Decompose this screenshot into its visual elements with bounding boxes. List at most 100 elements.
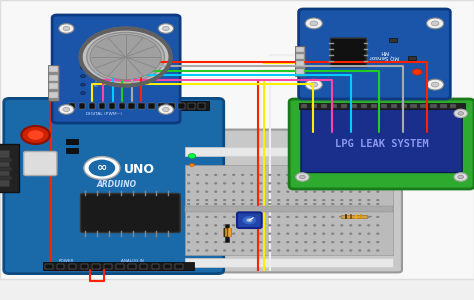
Bar [69,264,76,269]
Circle shape [241,182,244,184]
Bar [410,104,417,108]
Circle shape [305,18,322,29]
Circle shape [196,182,199,184]
Circle shape [87,32,164,82]
Circle shape [232,241,235,243]
Text: ∞: ∞ [97,161,107,175]
Circle shape [190,164,194,166]
Circle shape [268,203,271,205]
Circle shape [310,82,318,87]
Bar [158,103,165,109]
Circle shape [205,191,208,193]
Circle shape [223,191,226,193]
Circle shape [259,216,262,218]
Circle shape [431,21,439,26]
Bar [185,165,393,255]
Bar [440,104,447,108]
Circle shape [242,215,257,225]
Bar [104,264,112,269]
Circle shape [358,241,361,243]
Circle shape [349,174,352,176]
Bar [79,103,85,109]
Bar [420,104,427,108]
Bar [430,104,437,108]
Bar [175,264,183,269]
Circle shape [163,26,169,31]
Bar [128,103,135,109]
Circle shape [214,174,217,176]
Circle shape [187,224,190,226]
Circle shape [322,182,325,184]
Circle shape [358,199,361,201]
Bar [188,103,195,109]
FancyBboxPatch shape [4,98,224,274]
Circle shape [376,250,379,251]
Bar [0,158,12,162]
Circle shape [223,224,226,226]
Circle shape [250,233,253,235]
Circle shape [313,216,316,218]
Circle shape [223,174,226,176]
Circle shape [223,241,226,243]
Circle shape [241,191,244,193]
Bar [49,66,58,72]
Circle shape [340,199,343,201]
Circle shape [340,241,343,243]
Circle shape [322,250,325,251]
Circle shape [286,174,289,176]
Bar [331,104,337,108]
Circle shape [277,216,280,218]
Circle shape [295,203,298,205]
Bar [118,103,125,109]
Circle shape [187,203,190,205]
Circle shape [187,174,190,176]
Circle shape [349,241,352,243]
Circle shape [295,250,298,251]
Circle shape [250,174,253,176]
Circle shape [304,241,307,243]
Bar [321,104,327,108]
Circle shape [367,191,370,193]
FancyBboxPatch shape [81,194,180,232]
Bar [185,147,393,156]
Circle shape [214,182,217,184]
Circle shape [196,250,199,251]
Circle shape [322,191,325,193]
Circle shape [268,224,271,226]
Circle shape [84,157,120,179]
Text: LPG LEAK SYSTEM: LPG LEAK SYSTEM [335,139,428,149]
Circle shape [304,182,307,184]
Circle shape [376,191,379,193]
Circle shape [250,199,253,201]
Circle shape [241,203,244,205]
Circle shape [367,182,370,184]
Circle shape [286,216,289,218]
Circle shape [286,199,289,201]
Circle shape [277,174,280,176]
Text: MQ Sensor
MH: MQ Sensor MH [369,49,399,59]
Circle shape [81,66,85,69]
Circle shape [232,233,235,235]
Circle shape [310,21,318,26]
Circle shape [81,75,85,78]
Circle shape [241,233,244,235]
Circle shape [205,224,208,226]
Bar [152,264,159,269]
Circle shape [277,250,280,251]
Circle shape [241,216,244,218]
Bar [92,264,100,269]
Circle shape [367,203,370,205]
Circle shape [196,203,199,205]
Bar [43,262,194,270]
FancyBboxPatch shape [176,130,402,272]
Circle shape [187,233,190,235]
Bar [198,103,205,109]
Bar [48,64,59,100]
Circle shape [250,224,253,226]
Circle shape [187,250,190,251]
Circle shape [163,107,169,112]
Circle shape [322,224,325,226]
Circle shape [349,199,352,201]
Circle shape [246,218,252,222]
Bar [299,103,465,109]
